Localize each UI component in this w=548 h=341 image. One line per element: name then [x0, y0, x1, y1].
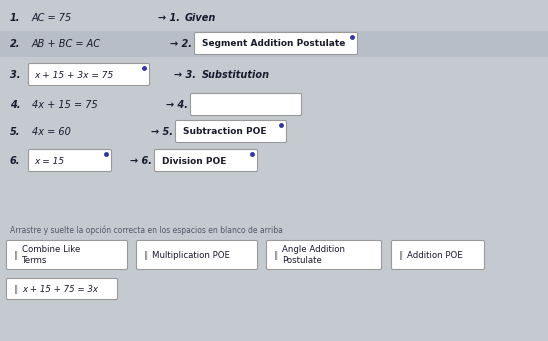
Text: Arrastre y suelte la opción correcta en los espacios en blanco de arriba: Arrastre y suelte la opción correcta en …	[10, 225, 283, 235]
Text: → 5.: → 5.	[151, 127, 173, 137]
Text: Given: Given	[185, 13, 216, 23]
Text: ‖: ‖	[274, 251, 278, 260]
FancyBboxPatch shape	[195, 32, 357, 55]
Text: 5.: 5.	[10, 127, 20, 137]
FancyBboxPatch shape	[266, 240, 381, 269]
Text: 4x + 15 = 75: 4x + 15 = 75	[32, 100, 98, 110]
FancyBboxPatch shape	[155, 149, 258, 172]
Text: ‖: ‖	[14, 284, 18, 294]
Text: Substitution: Substitution	[202, 70, 270, 80]
Text: → 3.: → 3.	[174, 70, 196, 80]
Text: ‖: ‖	[144, 251, 149, 260]
FancyBboxPatch shape	[191, 93, 301, 116]
Text: → 2.: → 2.	[170, 39, 192, 49]
Text: 1.: 1.	[10, 13, 20, 23]
Text: → 6.: → 6.	[130, 156, 152, 166]
Text: x + 15 + 3x = 75: x + 15 + 3x = 75	[34, 71, 113, 79]
FancyBboxPatch shape	[136, 240, 258, 269]
Text: x = 15: x = 15	[34, 157, 64, 165]
FancyBboxPatch shape	[175, 120, 287, 143]
Text: AB + BC = AC: AB + BC = AC	[32, 39, 101, 49]
Text: ‖: ‖	[399, 251, 403, 260]
Text: Segment Addition Postulate: Segment Addition Postulate	[202, 40, 345, 48]
Text: Angle Addition
Postulate: Angle Addition Postulate	[282, 245, 345, 265]
FancyBboxPatch shape	[7, 240, 128, 269]
Text: ‖: ‖	[14, 251, 18, 260]
Text: → 4.: → 4.	[166, 100, 188, 110]
Text: 4x = 60: 4x = 60	[32, 127, 71, 137]
Text: Division POE: Division POE	[162, 157, 226, 165]
FancyBboxPatch shape	[7, 279, 117, 299]
Text: 4.: 4.	[10, 100, 20, 110]
Text: Subtraction POE: Subtraction POE	[183, 128, 266, 136]
FancyBboxPatch shape	[28, 149, 111, 172]
Text: 3.: 3.	[10, 70, 20, 80]
Text: 2.: 2.	[10, 39, 20, 49]
Text: Addition POE: Addition POE	[407, 251, 463, 260]
Text: Multiplication POE: Multiplication POE	[152, 251, 230, 260]
FancyBboxPatch shape	[391, 240, 484, 269]
Text: 6.: 6.	[10, 156, 20, 166]
Text: x + 15 + 75 = 3x: x + 15 + 75 = 3x	[22, 284, 98, 294]
FancyBboxPatch shape	[0, 31, 548, 57]
FancyBboxPatch shape	[28, 63, 150, 86]
Text: → 1.: → 1.	[158, 13, 180, 23]
Text: Combine Like
Terms: Combine Like Terms	[22, 245, 81, 265]
Text: AC = 75: AC = 75	[32, 13, 72, 23]
